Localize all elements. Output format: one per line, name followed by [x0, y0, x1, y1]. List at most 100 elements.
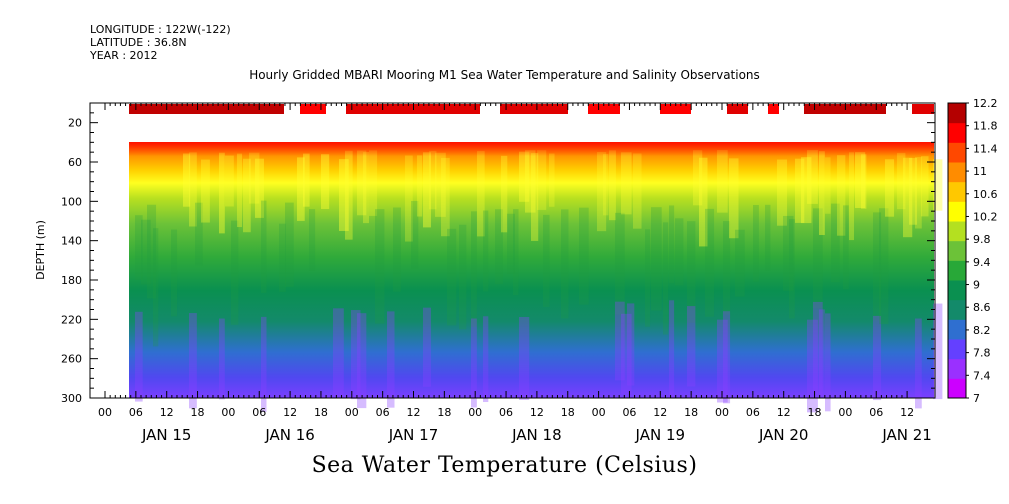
heatmap-streak — [483, 210, 489, 292]
heatmap-streak — [861, 154, 867, 209]
x-tick-label: 12 — [530, 406, 544, 419]
y-axis: 20 60 100 140 180 220 260 300 — [61, 112, 935, 405]
heatmap-streak — [597, 152, 607, 232]
heatmap-streak — [429, 150, 437, 210]
surface-bar — [768, 104, 779, 114]
heatmap-streak — [231, 220, 239, 325]
heatmap-streak — [921, 156, 929, 217]
heatmap-streak — [717, 150, 728, 213]
heatmap-streak — [183, 153, 191, 207]
heatmap-streak — [687, 221, 696, 323]
heatmap-streak — [627, 303, 635, 386]
colorbar-label: 9 — [973, 279, 980, 292]
colorbar-band — [948, 142, 966, 163]
heatmap-streak — [309, 209, 316, 271]
heatmap-streak — [897, 152, 906, 210]
heatmap-streak — [285, 202, 294, 287]
heatmap-streak — [417, 155, 423, 217]
heatmap-streak — [885, 159, 895, 217]
heatmap-streak — [723, 221, 731, 315]
heatmap-streak — [531, 152, 539, 241]
heatmap-streak — [333, 308, 344, 397]
heatmap-streak — [519, 151, 530, 202]
heatmap-streak — [321, 154, 330, 210]
heatmap-streak — [579, 207, 589, 305]
colorbar-band — [948, 280, 966, 301]
heatmap-streak — [189, 313, 197, 409]
x-tick-label: 18 — [314, 406, 328, 419]
x-tick-label: 18 — [684, 406, 698, 419]
heatmap-streak — [219, 152, 225, 234]
colorbar-band — [948, 103, 966, 124]
heatmap-streak — [873, 212, 882, 321]
heatmap-streak — [537, 150, 547, 210]
x-tick-label: 18 — [191, 406, 205, 419]
heatmap-streak — [543, 214, 550, 307]
colorbar-label: 11 — [973, 165, 987, 178]
heatmap-streak — [915, 318, 922, 409]
heatmap-streak — [831, 203, 840, 283]
heatmap-streak — [525, 150, 536, 213]
heatmap-streak — [693, 150, 703, 206]
x-tick-label: 12 — [777, 406, 791, 419]
x-tick-label: 18 — [437, 406, 451, 419]
heatmap-streak — [609, 150, 616, 221]
heatmap-streak — [495, 209, 503, 284]
heatmap-streak — [459, 224, 467, 330]
x-tick-label: 00 — [715, 406, 729, 419]
heatmap-streak — [903, 157, 913, 238]
heatmap-streak — [393, 207, 401, 292]
heatmap-streak — [669, 205, 675, 284]
colorbar-label: 11.8 — [973, 120, 998, 133]
heatmap-streak — [387, 311, 395, 408]
x-tick-label: 00 — [98, 406, 112, 419]
heatmap-streak — [729, 158, 739, 239]
heatmap-streak — [219, 318, 225, 400]
heatmap-streak — [669, 300, 675, 398]
x-tick-label: 12 — [653, 406, 667, 419]
colorbar-band — [948, 378, 966, 399]
chart-title: Hourly Gridded MBARI Mooring M1 Sea Wate… — [249, 68, 760, 82]
y-tick-label: 300 — [61, 392, 82, 405]
heatmap-streak — [789, 219, 795, 319]
heatmap-streak — [873, 315, 882, 401]
year-label: YEAR : 2012 — [90, 49, 158, 62]
longitude-label: LONGITUDE : 122W(-122) — [90, 23, 231, 36]
heatmap-streak — [357, 313, 367, 409]
heatmap-streak — [303, 153, 310, 207]
y-tick-label: 220 — [61, 313, 82, 326]
surface-bar — [660, 104, 691, 114]
heatmap-streak — [813, 301, 823, 396]
x-day-label: JAN 21 — [881, 426, 932, 444]
heatmap-streak — [369, 150, 378, 216]
heatmap-streak — [483, 316, 489, 403]
heatmap-streak — [807, 319, 818, 413]
heatmap-streak — [783, 215, 794, 291]
heatmap-streak — [153, 228, 159, 347]
y-tick-label: 180 — [61, 274, 82, 287]
x-tick-label: 12 — [900, 406, 914, 419]
colorbar-band — [948, 319, 966, 340]
heatmap-streak — [249, 152, 260, 204]
heatmap-streak — [819, 309, 825, 397]
x-tick-label: 00 — [592, 406, 606, 419]
heatmap-streak — [201, 159, 210, 223]
colorbar-band — [948, 201, 966, 222]
heatmap-streak — [297, 157, 305, 221]
heatmap-surface-layer — [129, 142, 934, 156]
heatmap-streak — [795, 158, 805, 223]
surface-bar — [912, 104, 934, 114]
x-day-label: JAN 15 — [141, 426, 192, 444]
colorbar-label: 9.4 — [973, 256, 991, 269]
heatmap-streak — [753, 205, 759, 282]
heatmap-streak — [405, 155, 413, 242]
heatmap-streak — [189, 152, 197, 227]
colorbar-band — [948, 122, 966, 143]
heatmap-streak — [687, 306, 696, 387]
heatmap-streak — [705, 208, 715, 317]
colorbar-label: 7.4 — [973, 369, 991, 382]
colorbar-label: 7 — [973, 392, 980, 405]
x-day-label: JAN 16 — [264, 426, 315, 444]
colorbar-band — [948, 181, 966, 202]
heatmap-streak — [423, 307, 431, 387]
